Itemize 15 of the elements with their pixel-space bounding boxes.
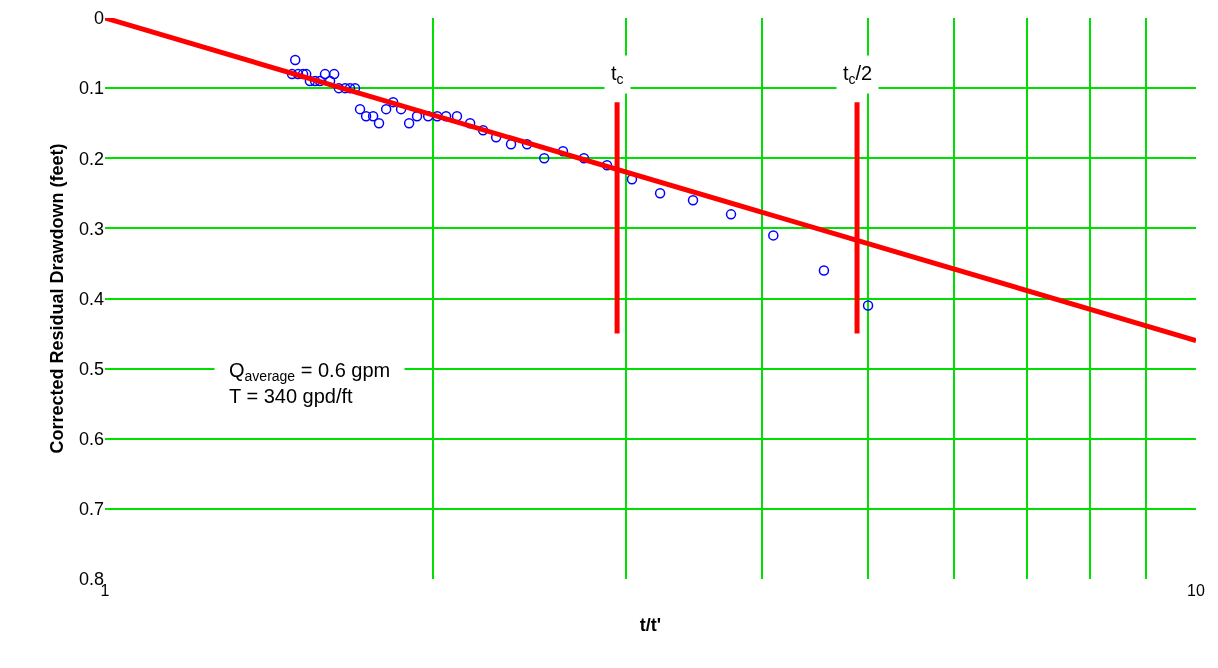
y-tick-label: 0 <box>93 8 104 29</box>
y-tick-label: 0.6 <box>78 429 104 450</box>
y-tick-label: 0.5 <box>78 358 104 379</box>
y-tick-label: 0.2 <box>78 148 104 169</box>
y-tick-label: 0.4 <box>78 288 104 309</box>
y-tick-label: 0.1 <box>78 78 104 99</box>
series-label: t$_{c}$ <box>611 62 624 88</box>
x-axis-title: t/t' <box>639 615 662 636</box>
annotation: T = 340 gpd/ft <box>229 385 354 407</box>
series-label: t$_{c}$/2 <box>843 62 873 88</box>
annotation: Q$_{average}$ = 0.6 gpm <box>229 359 391 385</box>
y-tick-label: 0.3 <box>78 218 104 239</box>
x-tick-label: 10 <box>1187 582 1205 599</box>
y-axis-title: Corrected Residual Drawdown (feet) <box>47 143 68 454</box>
y-tick-label: 0.7 <box>78 499 104 520</box>
